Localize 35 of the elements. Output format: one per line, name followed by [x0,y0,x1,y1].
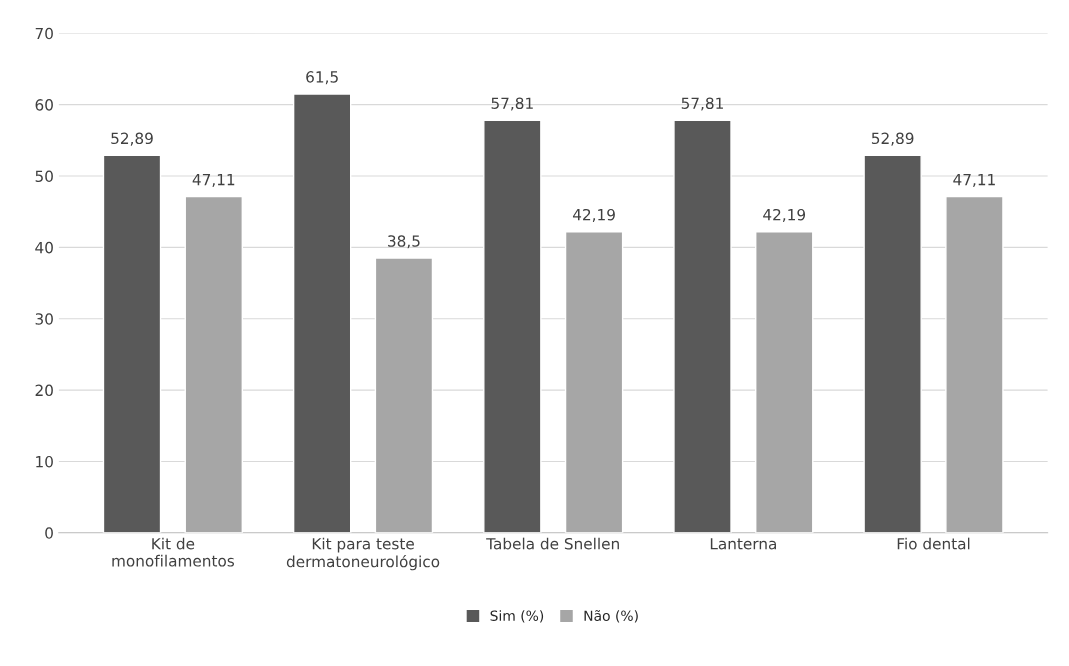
bar [564,231,624,533]
legend-label: Sim (%) [490,610,544,623]
bar [483,119,542,533]
data-label: 38,5 [388,235,420,249]
y-tick-label: 40 [35,241,53,254]
data-label: 52,89 [111,132,153,146]
data-label: 57,81 [491,97,533,111]
x-tick-label: Kit para teste dermatoneurológico [286,537,440,571]
bar [945,195,1004,533]
data-label: 47,11 [192,173,235,187]
x-tick-label: Fio dental [897,537,970,550]
y-tick-label: 30 [35,313,53,325]
data-label: 52,89 [871,132,914,146]
x-tick-label: Tabela de Snellen [486,537,619,550]
y-tick-label: 70 [35,27,53,40]
data-label: 47,11 [953,173,995,187]
bar [673,119,732,533]
bar [374,257,434,533]
y-tick-label: 60 [35,99,53,111]
data-label: 42,19 [763,208,806,223]
x-tick-label: Kit de monofilamentos [112,537,235,567]
data-label: 42,19 [572,208,615,223]
data-label: 57,81 [681,97,723,111]
bar [184,195,243,533]
bar [102,154,162,533]
y-tick-label: 20 [35,384,53,397]
bar [292,93,352,533]
data-label: 61,5 [306,71,338,85]
y-tick-label: 0 [45,527,53,539]
legend-label: Não (%) [584,610,638,623]
bar [755,231,814,533]
bar [863,154,922,533]
y-tick-label: 50 [35,170,53,183]
x-tick-label: Lanterna [710,538,776,550]
y-tick-label: 10 [36,455,53,468]
